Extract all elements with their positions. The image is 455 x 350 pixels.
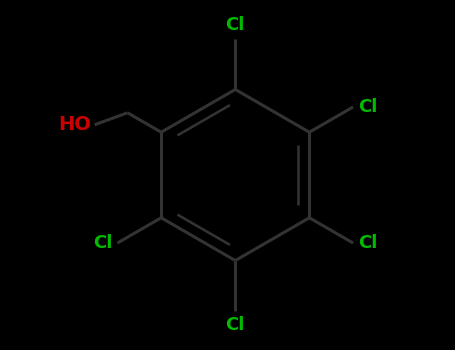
Text: Cl: Cl xyxy=(226,16,245,34)
Text: Cl: Cl xyxy=(358,98,377,116)
Text: HO: HO xyxy=(58,115,91,134)
Text: Cl: Cl xyxy=(93,234,113,252)
Text: Cl: Cl xyxy=(358,234,377,252)
Text: Cl: Cl xyxy=(226,316,245,334)
